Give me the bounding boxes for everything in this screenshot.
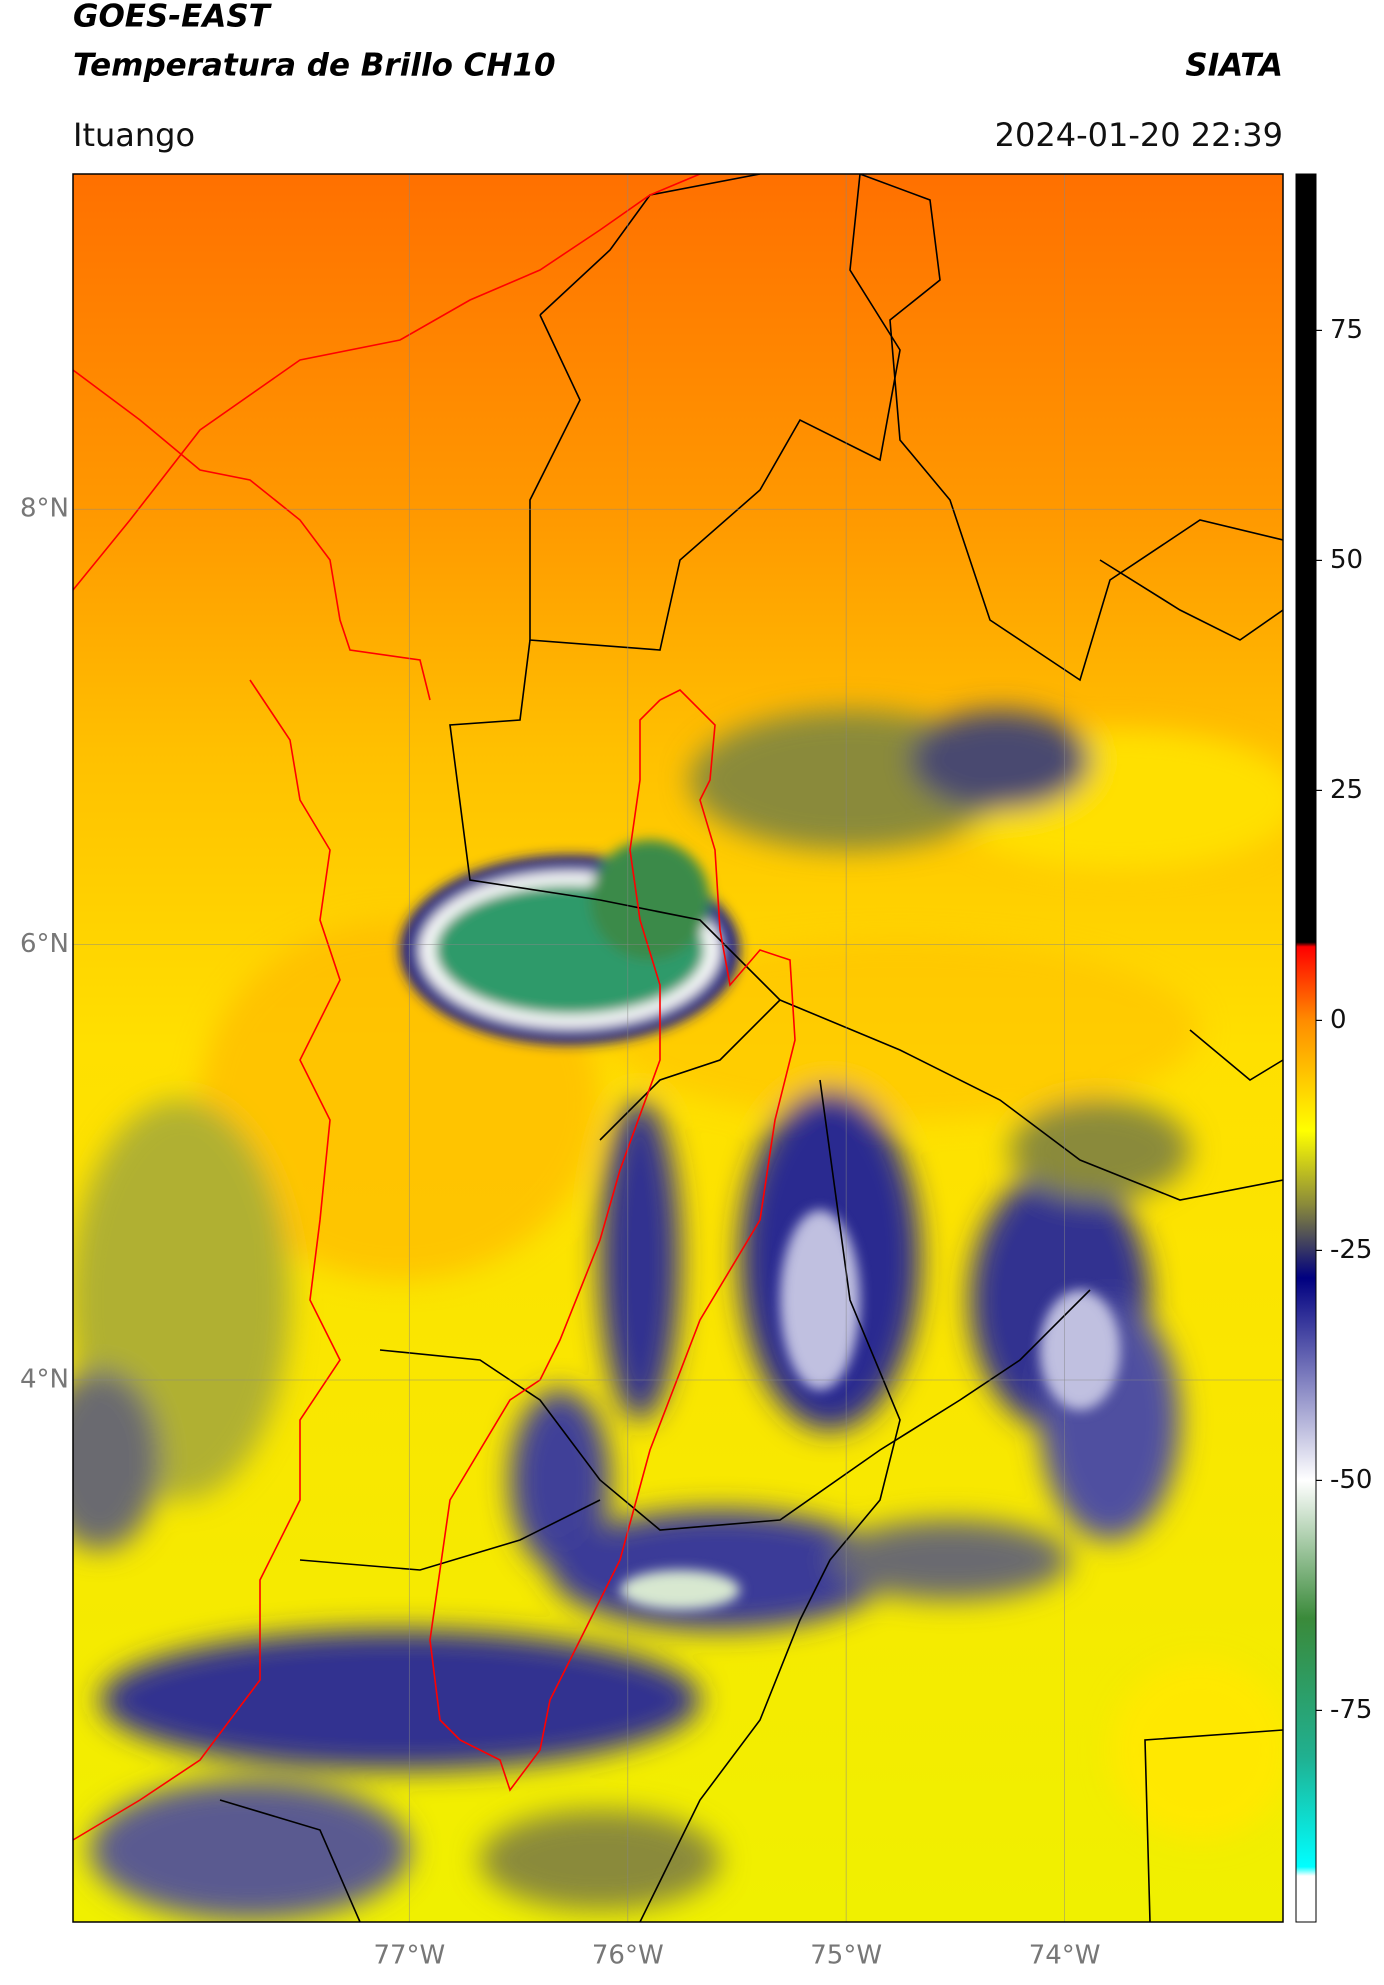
grid: [73, 174, 1283, 1922]
x-tick-label: 75°W: [810, 1941, 882, 1971]
timestamp: 2024-01-20 22:39: [995, 116, 1283, 154]
colorbar-tick-label: 75: [1330, 315, 1363, 345]
satellite-image: [73, 174, 1283, 1922]
colorbar-tick-label: 50: [1330, 545, 1363, 575]
subtitle: Temperatura de Brillo CH10: [73, 48, 556, 84]
x-tick-label: 76°W: [592, 1941, 664, 1971]
region-outline: [73, 174, 796, 1841]
colorbar-tick-label: -50: [1330, 1465, 1372, 1495]
y-tick-label: 6°N: [20, 929, 69, 959]
colorbar: [1295, 173, 1317, 1923]
colorbar-tick-label: 25: [1330, 775, 1363, 805]
y-tick-label: 4°N: [20, 1364, 69, 1394]
colorbar-tick-label: -25: [1330, 1235, 1372, 1265]
colorbar-tick-label: -75: [1330, 1695, 1372, 1725]
colorbar-tick-label: 0: [1330, 1005, 1347, 1035]
location: Ituango: [73, 116, 195, 154]
map-frame: [72, 173, 1284, 1923]
title: GOES-EAST: [73, 0, 273, 35]
y-tick-label: 8°N: [20, 494, 69, 524]
x-tick-label: 77°W: [373, 1941, 445, 1971]
source: SIATA: [1185, 48, 1283, 84]
x-tick-label: 74°W: [1029, 1941, 1101, 1971]
